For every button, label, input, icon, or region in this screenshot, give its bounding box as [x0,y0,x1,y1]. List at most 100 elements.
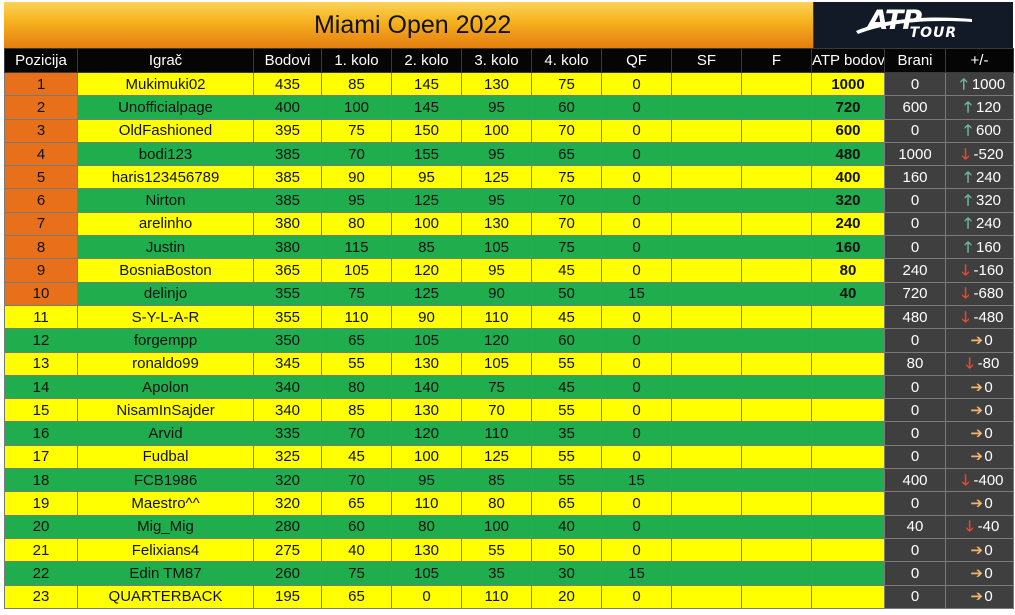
round3-cell[interactable]: 95 [461,188,532,213]
defending-cell[interactable]: 0 [884,374,946,400]
qf-cell[interactable]: 0 [601,118,672,143]
defending-cell[interactable]: 0 [884,398,946,423]
player-cell[interactable]: Edin TM87 [77,561,254,586]
final-cell[interactable] [741,141,812,167]
sf-cell[interactable] [671,584,742,609]
round2-cell[interactable]: 120 [391,421,462,446]
round2-cell[interactable]: 90 [391,304,462,330]
round4-cell[interactable]: 45 [531,374,602,400]
round1-cell[interactable]: 70 [321,421,392,446]
sf-cell[interactable] [671,71,742,97]
diff-cell[interactable]: ➔ 0 [945,584,1014,609]
round3-cell[interactable]: 110 [461,304,532,330]
player-cell[interactable]: NisamInSajder [77,398,254,423]
final-cell[interactable] [741,491,812,516]
points-cell[interactable]: 320 [253,491,322,516]
sf-cell[interactable] [671,281,742,306]
diff-cell[interactable]: 🡓 -40 [945,514,1014,539]
sf-cell[interactable] [671,211,742,237]
atp-points-cell[interactable] [811,514,885,539]
column-header[interactable]: 2. kolo [391,48,462,73]
sf-cell[interactable] [671,561,742,586]
defending-cell[interactable]: 0 [884,444,946,470]
diff-cell[interactable]: 🡓 -680 [945,281,1014,306]
position-cell[interactable]: 4 [4,141,78,167]
round1-cell[interactable]: 55 [321,351,392,376]
qf-cell[interactable]: 0 [601,211,672,237]
position-cell[interactable]: 22 [4,561,78,586]
atp-points-cell[interactable]: 240 [811,211,885,237]
diff-cell[interactable]: 🡓 -160 [945,258,1014,283]
round1-cell[interactable]: 70 [321,468,392,493]
atp-points-cell[interactable]: 40 [811,281,885,306]
points-cell[interactable]: 280 [253,514,322,539]
position-cell[interactable]: 15 [4,398,78,423]
qf-cell[interactable]: 0 [601,421,672,446]
atp-points-cell[interactable]: 720 [811,95,885,120]
final-cell[interactable] [741,235,812,260]
points-cell[interactable]: 320 [253,468,322,493]
sf-cell[interactable] [671,514,742,539]
position-cell[interactable]: 12 [4,328,78,353]
qf-cell[interactable]: 0 [601,71,672,97]
round3-cell[interactable]: 90 [461,281,532,306]
position-cell[interactable]: 8 [4,235,78,260]
round1-cell[interactable]: 90 [321,165,392,190]
round4-cell[interactable]: 40 [531,514,602,539]
atp-points-cell[interactable] [811,444,885,470]
defending-cell[interactable]: 0 [884,188,946,213]
atp-points-cell[interactable] [811,537,885,563]
round3-cell[interactable]: 80 [461,491,532,516]
round1-cell[interactable]: 75 [321,281,392,306]
diff-cell[interactable]: 🡑 240 [945,165,1014,190]
player-cell[interactable]: BosniaBoston [77,258,254,283]
defending-cell[interactable]: 600 [884,95,946,120]
atp-points-cell[interactable] [811,398,885,423]
atp-points-cell[interactable] [811,584,885,609]
defending-cell[interactable]: 0 [884,421,946,446]
player-cell[interactable]: Mig_Mig [77,514,254,539]
atp-points-cell[interactable] [811,351,885,376]
column-header[interactable]: ATP bodovi [811,48,885,73]
final-cell[interactable] [741,211,812,237]
atp-points-cell[interactable]: 320 [811,188,885,213]
round3-cell[interactable]: 130 [461,211,532,237]
atp-points-cell[interactable] [811,468,885,493]
round4-cell[interactable]: 55 [531,468,602,493]
round2-cell[interactable]: 0 [391,584,462,609]
qf-cell[interactable]: 15 [601,468,672,493]
sf-cell[interactable] [671,444,742,470]
round1-cell[interactable]: 65 [321,491,392,516]
atp-points-cell[interactable] [811,421,885,446]
atp-points-cell[interactable]: 600 [811,118,885,143]
defending-cell[interactable]: 80 [884,351,946,376]
round3-cell[interactable]: 70 [461,398,532,423]
sf-cell[interactable] [671,468,742,493]
position-cell[interactable]: 10 [4,281,78,306]
player-cell[interactable]: FCB1986 [77,468,254,493]
round3-cell[interactable]: 95 [461,141,532,167]
points-cell[interactable]: 350 [253,328,322,353]
points-cell[interactable]: 385 [253,188,322,213]
diff-cell[interactable]: ➔ 0 [945,421,1014,446]
points-cell[interactable]: 340 [253,374,322,400]
position-cell[interactable]: 9 [4,258,78,283]
diff-cell[interactable]: 🡑 320 [945,188,1014,213]
final-cell[interactable] [741,304,812,330]
round2-cell[interactable]: 100 [391,211,462,237]
column-header[interactable]: QF [601,48,672,73]
round1-cell[interactable]: 45 [321,444,392,470]
points-cell[interactable]: 275 [253,537,322,563]
sf-cell[interactable] [671,141,742,167]
sf-cell[interactable] [671,258,742,283]
diff-cell[interactable]: ➔ 0 [945,561,1014,586]
round3-cell[interactable]: 85 [461,468,532,493]
round4-cell[interactable]: 70 [531,118,602,143]
round1-cell[interactable]: 75 [321,561,392,586]
qf-cell[interactable]: 0 [601,304,672,330]
round4-cell[interactable]: 20 [531,584,602,609]
round3-cell[interactable]: 75 [461,374,532,400]
round2-cell[interactable]: 120 [391,258,462,283]
qf-cell[interactable]: 0 [601,514,672,539]
round2-cell[interactable]: 130 [391,398,462,423]
